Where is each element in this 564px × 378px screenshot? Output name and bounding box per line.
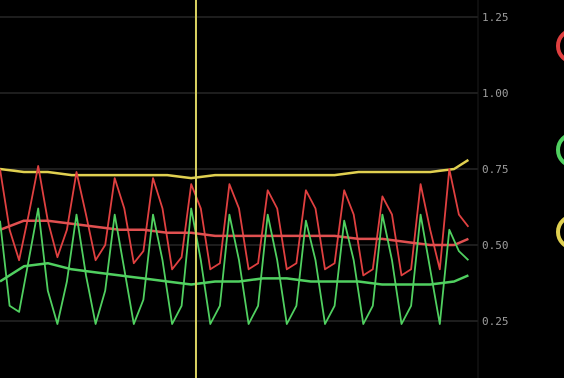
green-series-legend-icon <box>556 135 564 165</box>
y-tick-label: 1.00 <box>482 87 509 100</box>
y-tick-label: 1.25 <box>482 11 509 24</box>
series-layer <box>0 158 470 325</box>
yellow-series-legend-icon <box>556 217 564 247</box>
series-line-1 <box>0 165 470 277</box>
series-line-4 <box>0 261 469 286</box>
gridlines <box>0 0 479 378</box>
series-line-2 <box>0 219 469 247</box>
series-line-3 <box>0 207 470 325</box>
legend <box>556 31 564 247</box>
series-line-0 <box>0 158 470 180</box>
y-tick-label: 0.50 <box>482 239 509 252</box>
y-tick-label: 0.75 <box>482 163 509 176</box>
y-tick-label: 0.25 <box>482 315 509 328</box>
red-series-legend-icon <box>556 31 564 61</box>
y-axis-ticks: 1.25 1.00 0.75 0.50 0.25 <box>482 11 509 328</box>
